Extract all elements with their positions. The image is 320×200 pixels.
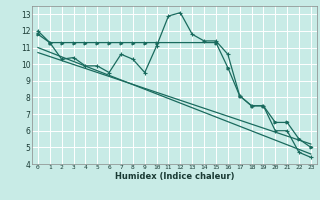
X-axis label: Humidex (Indice chaleur): Humidex (Indice chaleur) — [115, 172, 234, 181]
